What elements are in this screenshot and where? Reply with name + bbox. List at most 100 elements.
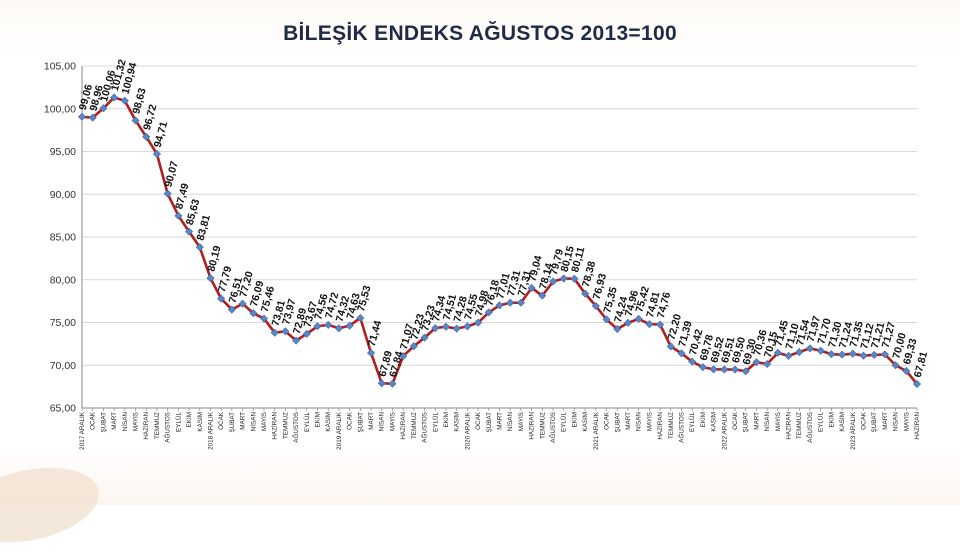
x-tick-label: KASIM	[711, 412, 718, 432]
x-tick-label: AĞUSTOS	[548, 412, 557, 443]
data-point	[795, 348, 804, 357]
x-tick-label: KASIM	[454, 412, 461, 432]
x-tick-label: AĞUSTOS	[676, 412, 685, 443]
x-tick-label: MAYIS	[646, 412, 653, 431]
data-point	[441, 322, 450, 331]
x-tick-label: ŞUBAT	[614, 412, 621, 433]
data-point	[270, 328, 279, 337]
data-point	[110, 93, 119, 102]
x-tick-label: MAYIS	[389, 412, 396, 431]
data-point	[506, 298, 515, 307]
data-label: 75,53	[355, 284, 373, 313]
data-point	[420, 333, 429, 342]
data-point	[152, 149, 161, 159]
data-point	[827, 350, 836, 359]
data-point	[452, 324, 461, 333]
data-point	[720, 365, 729, 374]
data-point	[377, 379, 386, 388]
x-tick-label: EKİM	[184, 412, 193, 427]
data-point	[698, 363, 707, 372]
y-tick-label: 100,00	[44, 103, 76, 115]
x-tick-label: TEMMUZ	[539, 412, 546, 439]
x-tick-label: EYLÜL	[303, 412, 311, 432]
x-tick-label: ŞUBAT	[871, 412, 878, 433]
x-tick-label: HAZİRAN	[655, 412, 664, 440]
x-tick-label: OCAK	[604, 411, 611, 430]
data-point	[356, 313, 365, 322]
x-tick-label: MART	[497, 412, 504, 430]
data-point	[431, 324, 440, 333]
x-tick-label: ŞUBAT	[486, 412, 493, 433]
data-point	[227, 305, 236, 314]
y-tick-label: 65,00	[50, 403, 76, 415]
data-point	[559, 274, 568, 283]
data-point	[677, 349, 686, 358]
x-tick-label: MART	[753, 412, 760, 430]
x-tick-label: EKİM	[698, 412, 707, 427]
x-tick-label: OCAK	[90, 411, 97, 430]
y-tick-label: 85,00	[50, 232, 76, 244]
data-point	[634, 314, 643, 323]
data-point	[602, 315, 611, 324]
data-point	[292, 336, 301, 345]
x-tick-label: KASIM	[582, 412, 589, 432]
data-point	[784, 351, 793, 360]
data-point	[859, 351, 868, 360]
x-tick-label: ŞUBAT	[743, 412, 750, 433]
x-tick-label: EYLÜL	[431, 412, 439, 432]
data-point	[238, 299, 247, 308]
data-point	[730, 365, 740, 374]
x-tick-label: TEMMUZ	[668, 412, 675, 439]
x-tick-label: 2023 ARALIK	[850, 411, 857, 450]
x-tick-label: OCAK	[475, 411, 482, 430]
series-markers	[77, 93, 922, 388]
data-point	[805, 344, 814, 353]
data-point	[120, 96, 129, 105]
line-chart: 65,00 70,00 75,00 80,00 85,00 90,00 95,00 100,0…	[44, 58, 930, 450]
data-point	[741, 367, 750, 376]
data-point	[99, 104, 108, 113]
x-tick-label: HAZİRAN	[912, 412, 921, 440]
x-tick-label: EYLÜL	[174, 412, 182, 432]
data-point	[495, 301, 504, 310]
data-point	[709, 365, 718, 374]
data-point	[313, 322, 322, 331]
x-tick-label: HAZİRAN	[527, 412, 536, 440]
data-point	[463, 322, 472, 331]
data-point	[645, 320, 654, 329]
x-tick-label: MAYIS	[775, 412, 782, 431]
x-tick-label: 2019 ARALIK	[336, 411, 343, 450]
data-point	[516, 298, 525, 307]
data-point	[581, 289, 590, 298]
x-tick-label: TEMMUZ	[282, 412, 289, 439]
x-tick-label: HAZİRAN	[270, 412, 279, 440]
x-tick-label: AĞUSTOS	[163, 412, 172, 443]
data-point	[206, 274, 215, 283]
y-axis: 65,00 70,00 75,00 80,00 85,00 90,00 95,00 100,0…	[44, 61, 83, 415]
x-tick-label: MART	[882, 412, 889, 430]
data-point	[816, 346, 825, 355]
data-point	[688, 357, 697, 366]
data-labels: 99,0698,96100,06101,32100,9498,6396,7294…	[77, 58, 930, 379]
x-tick-label: NİSAN	[634, 412, 643, 432]
data-point	[838, 350, 847, 359]
data-point	[474, 318, 483, 327]
x-tick-label: OCAK	[347, 411, 354, 430]
x-tick-label: HAZİRAN	[398, 412, 407, 440]
x-tick-label: NİSAN	[120, 412, 129, 432]
x-tick-label: MAYIS	[903, 412, 910, 431]
data-point	[88, 113, 97, 122]
data-point	[217, 294, 226, 303]
data-point	[613, 324, 622, 334]
x-tick-label: OCAK	[860, 411, 867, 430]
x-tick-label: EKİM	[441, 412, 450, 427]
data-point	[848, 349, 857, 358]
data-point	[345, 321, 354, 330]
x-tick-label: AĞUSTOS	[291, 412, 300, 443]
data-label: 90,07	[162, 160, 180, 189]
x-tick-label: 2018 ARALIK	[207, 411, 214, 450]
data-point	[870, 350, 879, 359]
data-point	[302, 329, 311, 338]
x-axis: 2017 ARALIK OCAK ŞUBAT MART NİSAN MAYIS HAZİRA…	[79, 407, 921, 450]
